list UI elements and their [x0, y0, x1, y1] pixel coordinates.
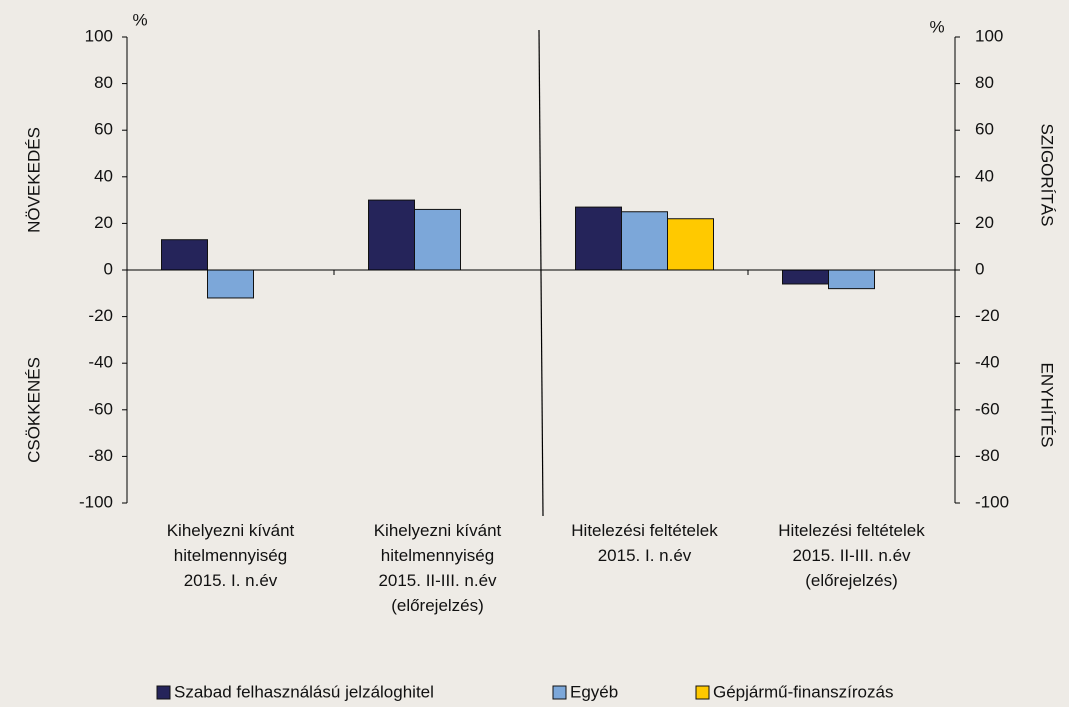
- legend-swatch: [156, 685, 171, 700]
- y2-tick-label: -100: [975, 492, 1009, 511]
- y-tick-label: -20: [88, 306, 113, 325]
- y-tick-label: -40: [88, 353, 113, 372]
- x-tick-label: Hitelezési feltételek 2015. II-III. n.év(…: [778, 521, 925, 590]
- y2-tick-label: 60: [975, 120, 994, 139]
- y-tick-label: -60: [88, 399, 113, 418]
- legend-label: Egyéb: [570, 682, 618, 701]
- y-tick-label: -80: [88, 446, 113, 465]
- left-label: CSÖKKENÉS: [24, 357, 43, 463]
- y2-tick-label: 40: [975, 166, 994, 185]
- bar: [667, 218, 714, 271]
- y2-tick-label: 80: [975, 73, 994, 92]
- bar: [207, 269, 254, 299]
- legend-label: Gépjármű-finanszírozás: [713, 682, 893, 701]
- right-label: ENYHÍTÉS: [1038, 362, 1057, 447]
- y2-tick-label: 20: [975, 213, 994, 232]
- x-tick-label: Kihelyezni kívánt hitelmennyiség 2015. I. …: [167, 521, 295, 590]
- y-tick-label: 100: [85, 26, 113, 45]
- y2-tick-label: 100: [975, 26, 1003, 45]
- y2-tick-label: -80: [975, 446, 1000, 465]
- bar: [575, 206, 622, 271]
- legend-swatch: [695, 685, 710, 700]
- bar: [368, 199, 415, 271]
- y-tick-label: 20: [94, 213, 113, 232]
- x-tick-label: Kihelyezni kívánt hitelmennyiség 2015. II-…: [374, 521, 502, 615]
- y2-tick-label: -20: [975, 306, 1000, 325]
- bar: [828, 269, 875, 290]
- right-label: SZIGORÍTÁS: [1038, 124, 1057, 227]
- bar: [161, 239, 208, 271]
- left-label: NÖVEKEDÉS: [24, 127, 43, 233]
- bar: [782, 269, 829, 285]
- y2-tick-label: -40: [975, 353, 1000, 372]
- y-unit: %: [132, 10, 147, 29]
- y2-unit: %: [929, 17, 944, 36]
- y-tick-label: 0: [104, 259, 113, 278]
- y2-tick-label: 0: [975, 259, 984, 278]
- y-tick-label: -100: [79, 492, 113, 511]
- legend-swatch: [552, 685, 567, 700]
- y-tick-label: 40: [94, 166, 113, 185]
- bar: [414, 208, 461, 271]
- legend-label: Szabad felhasználású jelzáloghitel: [174, 682, 434, 701]
- x-tick-label: Hitelezési feltételek 2015. I. n.év: [571, 521, 718, 565]
- y-tick-label: 60: [94, 120, 113, 139]
- bar: [621, 211, 668, 271]
- y-tick-label: 80: [94, 73, 113, 92]
- y2-tick-label: -60: [975, 399, 1000, 418]
